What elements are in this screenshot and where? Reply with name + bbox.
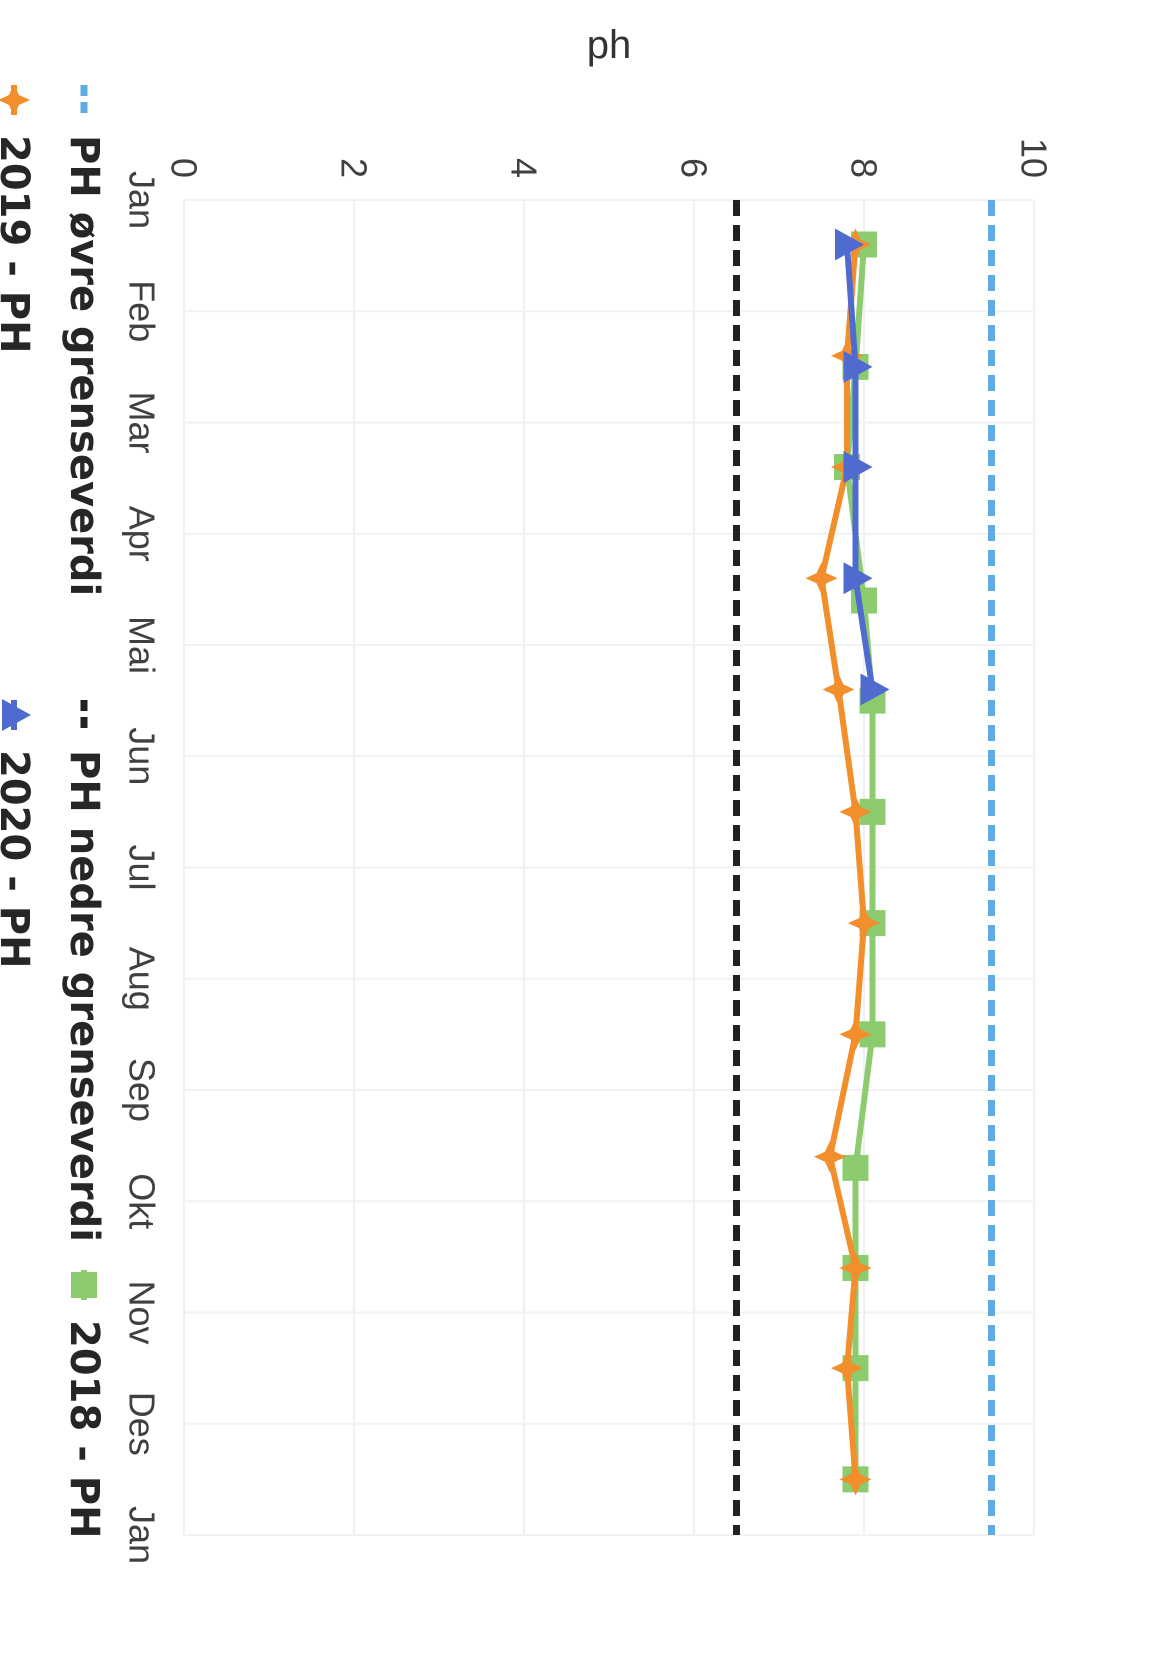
x-tick-label: Jan xyxy=(122,171,163,229)
x-tick-label: Jul xyxy=(122,844,163,890)
data-point-3 xyxy=(839,1018,872,1051)
data-point-3 xyxy=(839,795,872,828)
y-tick-label: 2 xyxy=(334,158,375,178)
data-point-4 xyxy=(843,562,873,595)
data-point-4 xyxy=(843,350,873,383)
data-point-3 xyxy=(848,907,880,940)
legend-label-3: 2019 - PH xyxy=(0,135,37,354)
legend-label-0: PH øvre grenseverdi xyxy=(61,135,107,596)
x-tick-label: Jan xyxy=(122,1506,163,1564)
legend-label-1: PH nedre grenseverdi xyxy=(61,750,107,1242)
data-point-2 xyxy=(859,798,886,825)
legend-label-2: 2018 - PH xyxy=(61,1320,107,1539)
series-layer xyxy=(733,200,995,1535)
data-point-4 xyxy=(843,451,873,483)
legend-label-4: 2020 - PH xyxy=(0,750,37,969)
y-tick-label: 6 xyxy=(674,158,715,178)
data-point-2 xyxy=(859,1021,886,1048)
x-tick-label: Des xyxy=(122,1392,163,1456)
series-line-3 xyxy=(818,244,867,1480)
y-tick-label: 10 xyxy=(1014,138,1055,178)
x-tick-label: Mai xyxy=(122,616,163,674)
x-axis-ticks: Jan Feb Mar Apr Mai Jun Jul Aug Sep Okt Nov Des Jan xyxy=(122,171,163,1564)
data-point-4 xyxy=(860,673,890,706)
x-tick-label: Aug xyxy=(122,947,163,1011)
x-tick-label: Apr xyxy=(122,506,163,562)
x-tick-label: Mar xyxy=(122,392,163,454)
y-axis-ticks: 0 2 4 6 8 10 xyxy=(164,138,1055,178)
data-point-2 xyxy=(842,1154,869,1181)
data-point-3 xyxy=(831,1352,863,1385)
data-point-3 xyxy=(805,562,838,595)
legend: PH øvre grenseverdi PH nedre grenseverdi 2… xyxy=(0,84,107,1539)
y-axis-label: ph xyxy=(587,23,632,67)
legend-marker-4 xyxy=(2,699,31,731)
x-tick-label: Jun xyxy=(122,727,163,785)
y-tick-label: 8 xyxy=(844,158,885,178)
data-point-4 xyxy=(835,228,864,261)
data-point-3 xyxy=(839,1252,872,1284)
data-point-3 xyxy=(839,1463,872,1496)
x-tick-label: Nov xyxy=(122,1280,163,1344)
x-tick-label: Sep xyxy=(122,1058,163,1122)
data-point-3 xyxy=(822,673,855,706)
y-tick-label: 0 xyxy=(164,158,205,178)
legend-marker-2 xyxy=(71,1272,97,1298)
chart-frame: 0 2 4 6 8 10 Jan Feb Mar Apr Mai Jun Jul Aug Sep Okt No… xyxy=(0,23,1055,1564)
y-tick-label: 4 xyxy=(504,158,545,178)
legend-marker-3 xyxy=(0,84,30,116)
x-tick-label: Okt xyxy=(122,1173,163,1229)
data-point-3 xyxy=(814,1140,846,1173)
gridlines xyxy=(183,199,1035,1536)
x-tick-label: Feb xyxy=(122,280,163,342)
